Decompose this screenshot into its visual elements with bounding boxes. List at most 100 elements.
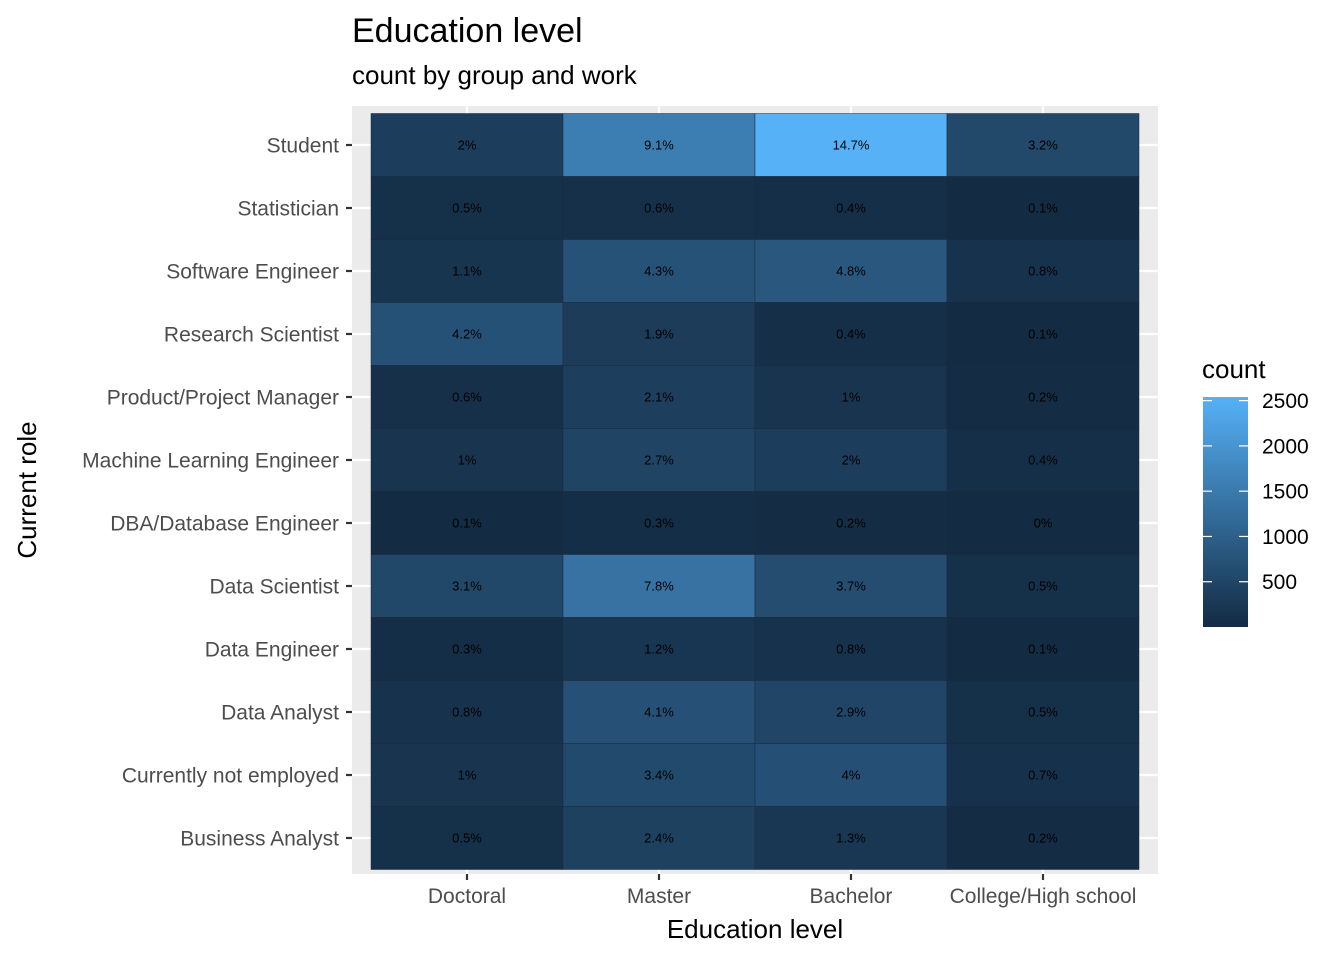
- x-axis-title: Education level: [667, 914, 843, 944]
- y-tick-label: Data Engineer: [205, 639, 339, 662]
- heatmap-cell: [754, 806, 948, 870]
- cell-label: 3.7%: [836, 579, 866, 594]
- heatmap-cell: [946, 428, 1140, 492]
- y-tick-label: Currently not employed: [122, 765, 339, 788]
- cell-label: 3.2%: [1028, 138, 1058, 153]
- legend-tick-label: 2000: [1262, 435, 1309, 458]
- cell-label: 1.1%: [452, 264, 482, 279]
- heatmap-cell: [754, 743, 948, 807]
- cell-label: 14.7%: [833, 138, 870, 153]
- cell-label: 0.1%: [452, 516, 482, 531]
- heatmap-cell: [562, 680, 756, 744]
- cell-label: 0.1%: [1028, 642, 1058, 657]
- cell-label: 0.1%: [1028, 201, 1058, 216]
- heatmap-cell: [562, 365, 756, 429]
- heatmap-cell: [370, 680, 564, 744]
- heatmap-cell: [754, 617, 948, 681]
- cell-label: 2%: [458, 138, 477, 153]
- cell-label: 1.3%: [836, 831, 866, 846]
- heatmap-cell: [946, 176, 1140, 240]
- heatmap-cell: [370, 428, 564, 492]
- heatmap-cell: [946, 554, 1140, 618]
- cell-label: 2.1%: [644, 390, 674, 405]
- cell-label: 0.5%: [1028, 579, 1058, 594]
- heatmap-cell: [370, 113, 564, 177]
- y-tick-label: Data Analyst: [221, 702, 339, 725]
- cell-label: 0.6%: [452, 390, 482, 405]
- heatmap-cell: [370, 617, 564, 681]
- cell-label: 1.2%: [644, 642, 674, 657]
- heatmap-cell: [562, 113, 756, 177]
- y-tick-label: Data Scientist: [209, 576, 339, 599]
- cell-label: 0.8%: [836, 642, 866, 657]
- cell-label: 4.3%: [644, 264, 674, 279]
- heatmap-cell: [754, 554, 948, 618]
- y-tick-label: Business Analyst: [180, 828, 339, 851]
- x-tick-label: College/High school: [950, 885, 1137, 908]
- legend-title: count: [1202, 354, 1266, 384]
- cell-label: 0.7%: [1028, 768, 1058, 783]
- chart-title: Education level: [352, 12, 583, 50]
- cell-label: 4.1%: [644, 705, 674, 720]
- cell-label: 2.7%: [644, 453, 674, 468]
- heatmap-cell: [754, 302, 948, 366]
- heatmap-cell: [946, 806, 1140, 870]
- cell-label: 0.3%: [452, 642, 482, 657]
- cell-label: 0.5%: [452, 201, 482, 216]
- x-tick-label: Doctoral: [428, 885, 506, 908]
- legend-ticks: 500 1000 1500 2000 2500: [1203, 390, 1309, 594]
- cell-label: 0.4%: [836, 201, 866, 216]
- y-tick-label: Software Engineer: [166, 261, 339, 284]
- heatmap-cell: [946, 302, 1140, 366]
- heatmap-cell: [754, 176, 948, 240]
- cell-label: 0.5%: [1028, 705, 1058, 720]
- cell-label: 2.9%: [836, 705, 866, 720]
- cell-label: 4.8%: [836, 264, 866, 279]
- heatmap-cell: [370, 365, 564, 429]
- cell-label: 0.8%: [1028, 264, 1058, 279]
- heatmap-cell: [562, 743, 756, 807]
- heatmap-cell: [370, 491, 564, 555]
- y-tick-label: Student: [267, 135, 340, 158]
- cell-label: 2.4%: [644, 831, 674, 846]
- cell-label: 0%: [1034, 516, 1053, 531]
- cell-label: 0.4%: [836, 327, 866, 342]
- heatmap-cell: [754, 113, 948, 177]
- legend-colorbar: [1203, 397, 1248, 627]
- heatmap-cell: [562, 428, 756, 492]
- x-axis: Doctoral Master Bachelor College/High schoo…: [428, 874, 1136, 908]
- cell-label: 3.1%: [452, 579, 482, 594]
- heatmap-cell: [562, 617, 756, 681]
- x-tick-label: Master: [627, 885, 691, 908]
- cell-label: 0.8%: [452, 705, 482, 720]
- heatmap-cell: [754, 239, 948, 303]
- y-tick-label: Statistician: [237, 198, 339, 221]
- heatmap-cell: [370, 239, 564, 303]
- x-tick-label: Bachelor: [810, 885, 893, 908]
- y-tick-label: Product/Project Manager: [107, 387, 339, 410]
- y-tick-label: Machine Learning Engineer: [82, 450, 339, 473]
- heatmap-cell: [562, 302, 756, 366]
- legend-tick-label: 2500: [1262, 390, 1309, 413]
- y-axis: Student Statistician Software Engineer Rese…: [82, 135, 352, 851]
- legend: count 500 1000 1500 2000 2500: [1202, 354, 1309, 627]
- heatmap-cell: [946, 680, 1140, 744]
- cell-label: 2%: [842, 453, 861, 468]
- cell-label: 0.6%: [644, 201, 674, 216]
- cell-label: 1.9%: [644, 327, 674, 342]
- legend-tick-label: 1500: [1262, 481, 1309, 504]
- heatmap-cell: [370, 554, 564, 618]
- heatmap-cell: [946, 491, 1140, 555]
- heatmap-cell: [946, 239, 1140, 303]
- heatmap-cell: [562, 239, 756, 303]
- cell-label: 0.3%: [644, 516, 674, 531]
- cell-label: 0.2%: [836, 516, 866, 531]
- cell-label: 0.5%: [452, 831, 482, 846]
- heatmap-cell: [754, 365, 948, 429]
- heatmap-cell: [754, 428, 948, 492]
- heatmap-cell: [754, 491, 948, 555]
- legend-tick-label: 1000: [1262, 526, 1309, 549]
- heatmap-cell: [370, 176, 564, 240]
- cell-label: 3.4%: [644, 768, 674, 783]
